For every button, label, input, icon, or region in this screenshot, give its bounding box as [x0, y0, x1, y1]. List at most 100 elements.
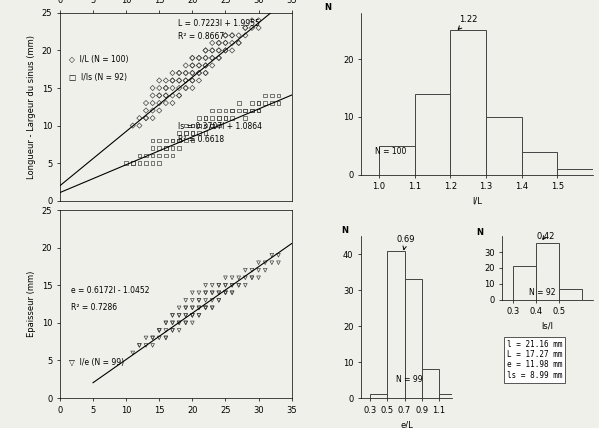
Point [168, 145, 177, 152]
Text: ◇  l/L (N = 100): ◇ l/L (N = 100) [69, 55, 129, 64]
Point [227, 47, 237, 54]
Point [201, 69, 210, 76]
Point [241, 267, 250, 273]
Point [254, 107, 264, 114]
Point [220, 289, 230, 296]
Point [201, 62, 210, 69]
Text: R² = 0.7286: R² = 0.7286 [71, 303, 117, 312]
Point [247, 17, 257, 24]
Point [227, 32, 237, 39]
Point [201, 122, 210, 129]
Point [207, 54, 217, 61]
Point [207, 115, 217, 122]
Point [155, 160, 164, 166]
X-axis label: l/L: l/L [472, 197, 482, 206]
Point [168, 77, 177, 84]
Point [174, 69, 184, 76]
Point [161, 85, 171, 92]
Point [247, 24, 257, 31]
Point [214, 54, 223, 61]
Point [161, 152, 171, 159]
Point [155, 327, 164, 334]
Point [201, 69, 210, 76]
Point [181, 312, 190, 319]
Y-axis label: Longueur - Largeur du sinus (mm): Longueur - Largeur du sinus (mm) [27, 35, 36, 179]
Point [174, 137, 184, 144]
Point [155, 152, 164, 159]
Point [155, 145, 164, 152]
Point [161, 319, 171, 326]
Point [220, 115, 230, 122]
Point [241, 107, 250, 114]
Point [241, 115, 250, 122]
Point [194, 115, 204, 122]
Point [234, 32, 244, 39]
Point [207, 122, 217, 129]
Point [174, 77, 184, 84]
Point [241, 24, 250, 31]
Point [254, 100, 264, 107]
Point [227, 32, 237, 39]
Point [168, 77, 177, 84]
Point [241, 32, 250, 39]
Point [194, 297, 204, 304]
Point [207, 297, 217, 304]
Point [174, 69, 184, 76]
Point [128, 160, 138, 166]
Point [194, 62, 204, 69]
Point [234, 282, 244, 289]
Point [207, 122, 217, 129]
Point [155, 100, 164, 107]
Point [187, 77, 197, 84]
Point [174, 77, 184, 84]
Point [148, 85, 158, 92]
Point [155, 107, 164, 114]
Text: N = 100: N = 100 [375, 147, 407, 156]
Point [174, 137, 184, 144]
Point [267, 92, 277, 99]
Point [187, 69, 197, 76]
Point [214, 107, 223, 114]
Point [161, 85, 171, 92]
Point [161, 145, 171, 152]
Point [247, 107, 257, 114]
Point [214, 297, 223, 304]
Point [181, 69, 190, 76]
Point [181, 304, 190, 311]
Point [220, 32, 230, 39]
Point [274, 100, 283, 107]
Bar [415, 94, 450, 175]
Point [194, 297, 204, 304]
Point [181, 297, 190, 304]
Point [168, 312, 177, 319]
Point [194, 312, 204, 319]
Point [161, 335, 171, 342]
Point [168, 312, 177, 319]
Text: 0.69: 0.69 [397, 235, 416, 250]
Point [261, 100, 270, 107]
Text: ls = 0.3707l + 1.0864: ls = 0.3707l + 1.0864 [178, 122, 262, 131]
Point [161, 100, 171, 107]
Point [181, 319, 190, 326]
Point [254, 100, 264, 107]
Point [148, 115, 158, 122]
Point [214, 115, 223, 122]
Point [122, 160, 131, 166]
Point [194, 122, 204, 129]
Point [168, 69, 177, 76]
Point [214, 115, 223, 122]
Bar [513, 266, 536, 300]
Point [201, 304, 210, 311]
Point [181, 77, 190, 84]
Point [194, 289, 204, 296]
Point [214, 47, 223, 54]
Point [247, 267, 257, 273]
Point [227, 115, 237, 122]
Point [168, 327, 177, 334]
Point [220, 274, 230, 281]
Point [241, 282, 250, 289]
Point [187, 62, 197, 69]
Point [187, 122, 197, 129]
Point [267, 252, 277, 259]
X-axis label: e/L: e/L [400, 420, 413, 428]
